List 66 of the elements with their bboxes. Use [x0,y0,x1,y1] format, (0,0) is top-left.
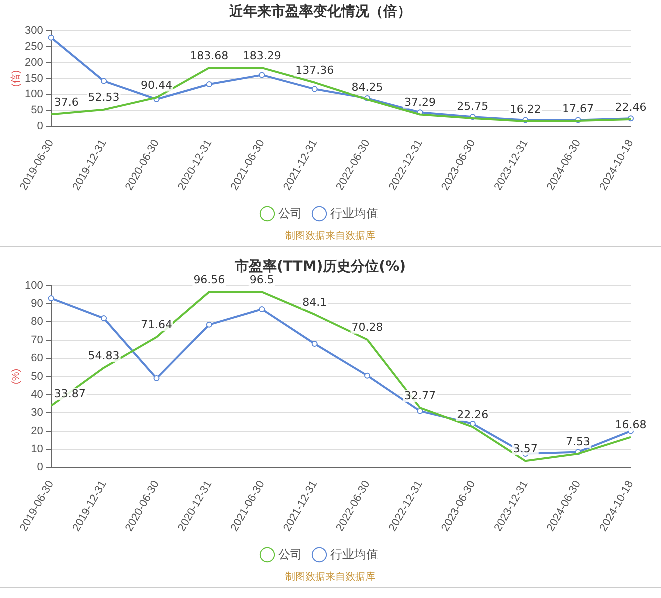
point [312,86,318,92]
data-label: 3.57 [513,442,538,456]
chart-title: 市盈率(TTM)历史分位(%) [234,258,406,276]
chart-title: 近年来市盈率变化情况（倍） [228,3,412,20]
legend-label: 行业均值 [330,206,378,220]
data-label: 7.53 [566,435,591,448]
y-tick-label: 0 [37,120,44,133]
y-tick-label: 60 [31,352,44,365]
point [206,322,212,328]
y-tick-label: 200 [24,56,44,69]
data-label: 137.36 [296,64,334,78]
y-axis-title: (倍) [10,70,22,88]
point [101,316,108,322]
data-label: 54.83 [88,349,120,362]
y-tick-label: 80 [31,316,44,328]
data-label: 32.77 [404,389,436,402]
point [101,78,108,84]
data-label: 33.87 [54,387,86,400]
data-label: 37.6 [54,96,79,110]
data-label: 22.26 [457,408,489,422]
data-label: 84.25 [352,81,384,94]
point [48,296,54,302]
y-tick-label: 100 [24,280,44,292]
data-label: 84.1 [302,296,328,310]
legend-label: 公司 [278,206,302,220]
y-tick-label: 70 [31,334,44,346]
y-tick-label: 100 [24,88,44,101]
y-tick-label: 150 [24,72,44,85]
y-tick-label: 0 [37,462,44,474]
point [206,81,212,88]
data-label: 96.5 [250,274,274,287]
data-label: 22.46 [615,100,647,114]
y-tick-label: 10 [31,444,44,456]
data-label: 183.29 [242,49,282,62]
data-label: 52.53 [88,91,120,104]
point [154,376,160,382]
data-label: 96.56 [194,273,226,286]
y-tick-label: 40 [31,388,44,401]
data-label: 70.28 [352,321,384,334]
data-label: 37.29 [404,96,436,110]
y-tick-label: 250 [24,40,44,53]
point [417,408,424,414]
y-axis-title: (%) [10,368,22,385]
point [470,421,476,428]
data-label: 183.68 [190,49,229,62]
text: 制图数据来自数据库 [284,230,376,244]
text: 制图数据来自数据库 [284,571,376,585]
data-label: 71.64 [140,318,172,332]
point [259,72,266,78]
point [312,341,318,347]
y-tick-label: 90 [31,298,44,310]
data-label: 90.44 [140,79,172,92]
y-tick-label: 50 [31,370,44,383]
data-label: 25.75 [457,100,489,113]
y-tick-label: 300 [24,24,44,37]
point [48,34,54,41]
y-tick-label: 20 [31,425,44,438]
legend-label: 公司 [278,547,302,562]
point [259,306,266,312]
point [364,372,371,379]
y-tick-label: 30 [31,407,44,420]
data-label: 16.68 [615,418,647,432]
legend-label: 行业均值 [330,547,378,562]
data-label: 17.67 [562,102,594,116]
y-tick-label: 50 [31,104,44,117]
data-label: 16.22 [510,102,542,116]
